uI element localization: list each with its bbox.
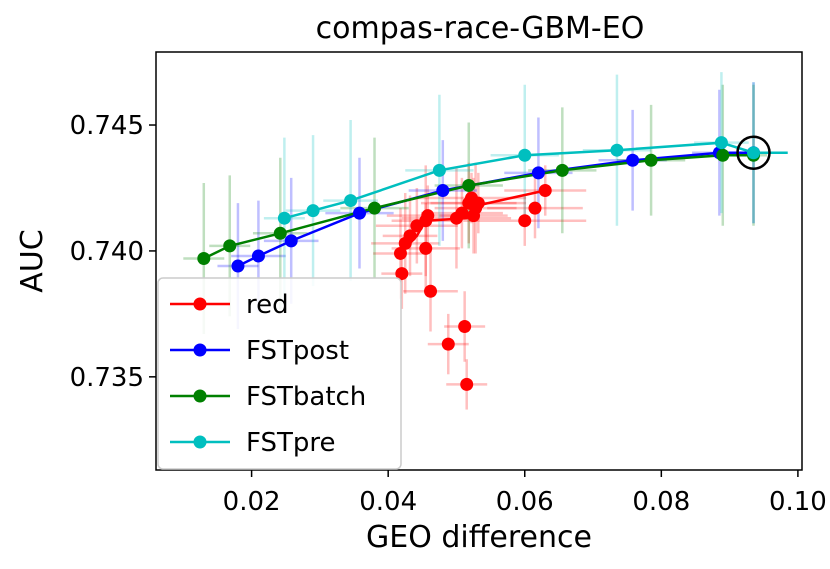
red-point	[395, 267, 409, 281]
fstpre-point	[344, 194, 358, 208]
fstpre-point	[432, 163, 446, 177]
series-markers	[197, 136, 761, 391]
fstbatch-point	[555, 163, 569, 177]
legend-box	[157, 277, 402, 470]
fstbatch-point	[716, 148, 730, 162]
x-tick-label: 0.04	[359, 487, 417, 517]
legend-label-red: red	[246, 290, 289, 320]
legend-label-fstpost: FSTpost	[246, 336, 349, 366]
highlight-layer	[736, 135, 771, 170]
fstbatch-point	[462, 178, 476, 192]
red-point	[419, 241, 433, 255]
y-axis-ticks: 0.735 0.740 0.745	[70, 111, 156, 393]
legend-marker-fstpre	[193, 435, 207, 449]
legend-label-fstpre: FSTpre	[246, 428, 336, 458]
red-point	[538, 183, 552, 197]
red-point	[403, 229, 417, 243]
fstpre-point	[714, 136, 728, 150]
red-point	[424, 284, 438, 298]
fstpre-point	[518, 148, 532, 162]
plot-area-frame	[155, 51, 803, 471]
x-axis-label: GEO difference	[366, 520, 592, 555]
fstpre-point	[306, 204, 320, 218]
chart-title: compas-race-GBM-EO	[316, 11, 645, 46]
y-tick-label: 0.735	[70, 363, 144, 393]
x-axis-ticks: 0.02 0.04 0.06 0.08 0.10	[223, 470, 827, 517]
x-tick-label: 0.02	[223, 487, 281, 517]
fstpost-point	[251, 249, 265, 263]
y-tick-label: 0.740	[70, 237, 144, 267]
legend-marker-fstpost	[193, 343, 207, 357]
red-point	[518, 214, 532, 228]
fstbatch-point	[644, 153, 658, 167]
fstpre-point	[610, 143, 624, 157]
legend-label-fstbatch: FSTbatch	[246, 382, 366, 412]
legend-marker-fstbatch	[193, 389, 207, 403]
legend-marker-red	[193, 297, 207, 311]
red-point	[458, 319, 472, 333]
fstpost-point	[231, 259, 245, 273]
y-axis-label: AUC	[15, 229, 50, 292]
fstpost-point	[531, 166, 545, 180]
fstbatch-point	[197, 251, 211, 265]
fstpost-point	[626, 153, 640, 167]
fstbatch-point	[223, 239, 237, 253]
red-point	[528, 201, 542, 215]
red-point	[455, 206, 469, 220]
x-tick-label: 0.06	[496, 487, 554, 517]
fstpost-point	[436, 183, 450, 197]
red-point	[421, 209, 435, 223]
red-point	[393, 246, 407, 260]
fstpost-point	[284, 234, 298, 248]
fstbatch-point	[368, 201, 382, 215]
highlight-circle	[736, 135, 771, 170]
fstbatch-point	[273, 226, 287, 240]
fstpre-point	[747, 146, 761, 160]
y-tick-label: 0.745	[70, 111, 144, 141]
red-point	[460, 377, 474, 391]
x-tick-label: 0.10	[769, 487, 827, 517]
fstpre-point	[277, 211, 291, 225]
red-point	[467, 209, 481, 223]
legend: red FSTpost FSTbatch FSTpre	[157, 277, 402, 470]
x-tick-label: 0.08	[632, 487, 690, 517]
fstpost-point	[352, 206, 366, 220]
red-point	[441, 337, 455, 351]
red-series-line	[399, 189, 546, 255]
red-point	[471, 196, 485, 210]
